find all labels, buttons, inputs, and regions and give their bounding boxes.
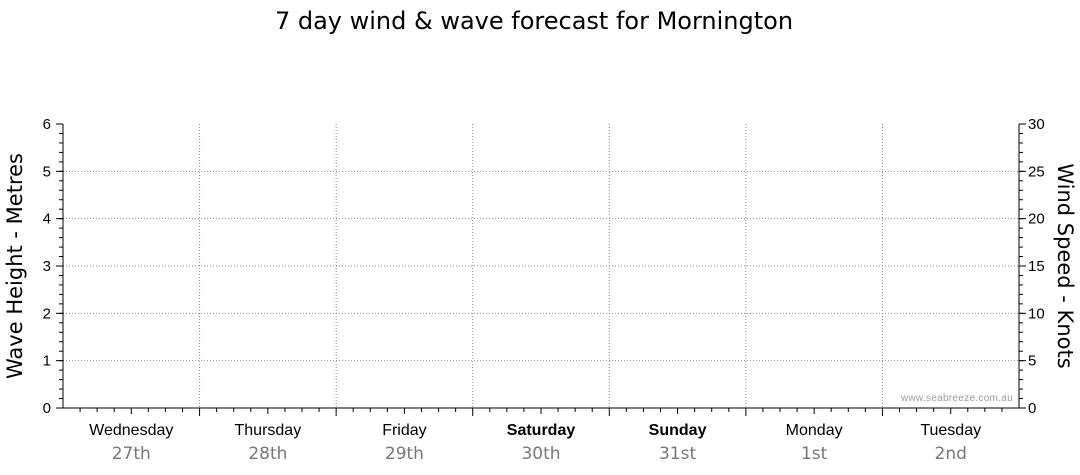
right-tick-label: 20 [1028,211,1045,228]
day-date-label: 27th [112,444,151,464]
right-tick-label: 15 [1028,258,1045,275]
day-date-label: 1st [801,444,828,464]
right-axis-label: Wind Speed - Knots [1053,163,1077,368]
day-name-label: Tuesday [920,422,981,439]
right-tick-label: 25 [1028,163,1045,180]
watermark: www.seabreeze.com.au [900,393,1013,404]
right-tick-label: 10 [1028,305,1045,322]
day-date-label: 30th [521,444,560,464]
left-tick-label: 2 [43,305,51,322]
right-tick-label: 0 [1028,400,1036,417]
day-date-label: 29th [385,444,424,464]
day-date-label: 31st [659,444,696,464]
day-name-label: Monday [786,422,843,439]
x-axis-days: Wednesday 27th Thursday 28th Friday 29th Satur… [89,422,981,464]
left-axis-label: Wave Height - Metres [3,153,27,379]
day-name-label: Saturday [507,422,576,439]
left-y-axis: 0 1 2 3 4 5 6 [43,116,63,417]
left-tick-label: 1 [43,353,51,370]
day-name-label: Thursday [235,422,302,439]
right-tick-label: 5 [1028,353,1036,370]
left-tick-label: 0 [43,400,51,417]
left-tick-label: 4 [43,211,51,228]
day-name-label: Wednesday [89,422,173,439]
right-y-axis: 0 5 10 15 20 25 30 [1019,116,1045,417]
left-tick-label: 3 [43,258,51,275]
right-tick-label: 30 [1028,116,1045,133]
chart-title: 7 day wind & wave forecast for Morningto… [275,7,793,35]
left-tick-label: 6 [43,116,51,133]
day-date-label: 28th [248,444,287,464]
axes [62,124,1020,416]
gridlines [63,124,1019,408]
day-date-label: 2nd [935,444,967,464]
day-name-label: Sunday [649,422,707,439]
day-name-label: Friday [382,422,426,439]
left-tick-label: 5 [43,163,51,180]
